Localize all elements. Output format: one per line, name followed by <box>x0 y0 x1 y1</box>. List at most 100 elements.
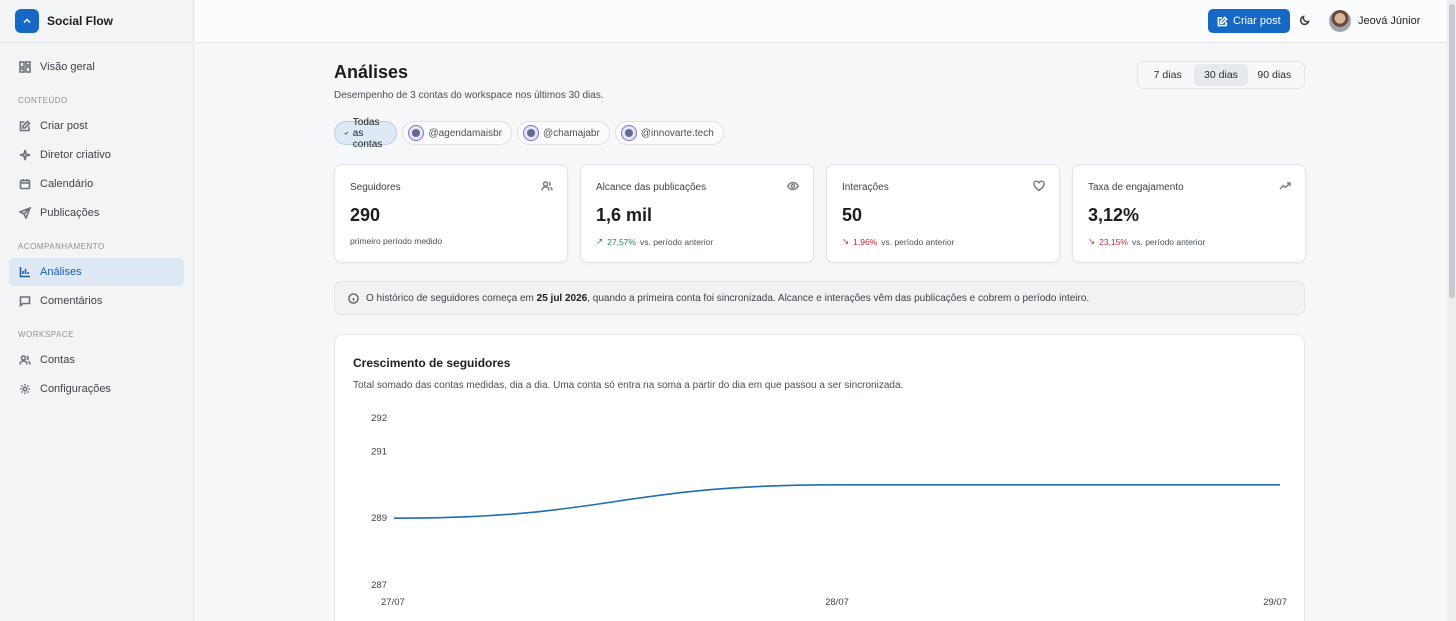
sidebar: Social Flow Visão geral CONTEÚDO Criar p… <box>0 0 194 621</box>
trend-up-arrow-icon: ↗ <box>596 236 604 246</box>
theme-toggle[interactable] <box>1299 13 1315 29</box>
sidebar-item-label: Diretor criativo <box>40 149 111 161</box>
trend-down-arrow-icon: ↘ <box>1088 236 1096 246</box>
metric-change: 23,15% <box>1099 236 1128 247</box>
metric-value: 3,12% <box>1088 205 1140 225</box>
metric-card-interacoes: Interações 50 ↘ 1,96% vs. período anteri… <box>826 164 1060 263</box>
scrollbar[interactable] <box>1447 0 1456 621</box>
users-icon <box>19 355 31 365</box>
metric-note-row: primeiro período medido <box>350 236 442 246</box>
series-line <box>393 483 1280 519</box>
metric-note-row: ↘ 1,96% vs. período anterior <box>842 236 954 247</box>
chart-title: Crescimento de seguidores <box>353 356 511 370</box>
chart-subtitle: Total somado das contas medidas, dia a d… <box>353 380 904 391</box>
metric-label: Interações <box>842 182 889 193</box>
users-icon <box>541 181 553 191</box>
metric-note: primeiro período medido <box>350 236 443 246</box>
filter-all-accounts[interactable]: Todas as contas <box>334 117 398 150</box>
followers-line-chart: 292 291 289 287 27/07 28/07 29/07 <box>371 413 1287 608</box>
range-30-dias[interactable]: 30 dias <box>1194 64 1248 86</box>
metric-change: 27,57% <box>607 236 636 247</box>
sidebar-item-label: Configurações <box>40 383 111 395</box>
create-post-button[interactable]: Criar post <box>1208 9 1290 33</box>
sidebar-item-label: Análises <box>40 266 82 278</box>
y-tick-label: 291 <box>371 446 387 457</box>
filter-chamajabr[interactable]: @chamajabr <box>516 121 610 145</box>
scrollbar-thumb[interactable] <box>1449 4 1455 298</box>
sidebar-item-analises[interactable]: Análises <box>9 258 184 286</box>
eye-icon <box>787 181 799 191</box>
user-menu[interactable]: Jeová Júnior <box>1329 10 1420 32</box>
metric-note-row: ↘ 23,15% vs. período anterior <box>1088 236 1205 247</box>
sidebar-section-title: ACOMPANHAMENTO <box>18 242 105 251</box>
bar-chart-icon <box>19 267 30 278</box>
info-icon <box>348 292 359 304</box>
sidebar-item-label: Visão geral <box>40 61 95 73</box>
sidebar-item-visao-geral[interactable]: Visão geral <box>9 53 184 81</box>
account-avatar <box>620 125 637 141</box>
metric-note-row: ↗ 27,57% vs. período anterior <box>596 236 713 247</box>
page-title: Análises <box>334 62 409 82</box>
trend-down-arrow-icon: ↘ <box>842 236 850 246</box>
x-tick-label: 29/07 <box>1263 597 1287 608</box>
y-tick-label: 289 <box>371 513 387 524</box>
metric-cards: Seguidores 290 primeiro período medido A… <box>334 164 1306 263</box>
calendar-icon <box>19 179 31 190</box>
sidebar-item-label: Criar post <box>40 120 88 132</box>
filter-label: @innovarte.tech <box>640 127 714 139</box>
metric-card-seguidores: Seguidores 290 primeiro período medido <box>334 164 568 263</box>
edit-icon <box>1217 15 1228 26</box>
info-date: 25 jul 2026 <box>536 292 588 304</box>
account-filters: Todas as contas @agendamaisbr @chamajabr… <box>334 117 724 150</box>
sidebar-item-configuracoes[interactable]: Configurações <box>9 375 184 403</box>
y-tick-label: 292 <box>371 413 387 424</box>
metric-label: Taxa de engajamento <box>1088 182 1184 193</box>
account-avatar <box>522 125 539 141</box>
metric-card-alcance: Alcance das publicações 1,6 mil ↗ 27,57%… <box>580 164 814 263</box>
page-subtitle: Desempenho de 3 contas do workspace nos … <box>334 90 604 101</box>
filter-label: @chamajabr <box>542 127 600 139</box>
metric-value: 1,6 mil <box>596 205 653 225</box>
info-text: O histórico de seguidores começa em 25 j… <box>366 293 1089 304</box>
edit-icon <box>19 120 31 132</box>
metric-note: vs. período anterior <box>639 236 714 247</box>
top-bar: Criar post Jeová Júnior <box>195 0 1456 43</box>
sidebar-item-label: Calendário <box>40 178 94 190</box>
sidebar-item-publicacoes[interactable]: Publicações <box>9 199 184 227</box>
trending-up-icon <box>1279 182 1291 190</box>
sidebar-item-label: Comentários <box>40 295 103 307</box>
x-tick-label: 27/07 <box>381 597 405 608</box>
info-banner: O histórico de seguidores começa em 25 j… <box>334 281 1305 315</box>
metric-note: vs. período anterior <box>1131 236 1206 247</box>
y-tick-label: 287 <box>371 580 387 591</box>
metric-note: vs. período anterior <box>881 236 955 247</box>
brand-header[interactable]: Social Flow <box>0 0 193 43</box>
info-text-after: , quando a primeira conta foi sincroniza… <box>587 292 1090 304</box>
sidebar-item-diretor-criativo[interactable]: Diretor criativo <box>9 141 184 169</box>
send-icon <box>19 207 31 219</box>
metric-label: Seguidores <box>350 182 401 193</box>
sidebar-nav: Visão geral CONTEÚDO Criar post Diretor … <box>0 43 193 414</box>
info-text-before: O histórico de seguidores começa em <box>366 292 537 304</box>
sidebar-item-criar-post[interactable]: Criar post <box>9 112 184 140</box>
date-range-selector: 7 dias 30 dias 90 dias <box>1137 61 1305 89</box>
range-90-dias[interactable]: 90 dias <box>1257 69 1292 81</box>
avatar <box>1329 10 1351 32</box>
filter-agendamaisbr[interactable]: @agendamaisbr <box>402 121 512 145</box>
range-7-dias[interactable]: 7 dias <box>1153 69 1182 81</box>
sidebar-item-comentarios[interactable]: Comentários <box>9 287 184 315</box>
sparkles-icon <box>19 149 31 161</box>
filter-label: Todas as contas <box>352 116 383 150</box>
dashboard-icon <box>19 61 31 73</box>
x-tick-label: 28/07 <box>825 597 849 608</box>
filter-innovarte-tech[interactable]: @innovarte.tech <box>614 121 724 145</box>
check-icon <box>344 131 349 135</box>
sidebar-item-label: Publicações <box>40 207 100 219</box>
followers-chart-card: Crescimento de seguidores Total somado d… <box>334 334 1305 621</box>
sidebar-item-contas[interactable]: Contas <box>9 346 184 374</box>
metric-change: 1,96% <box>853 236 878 247</box>
metric-label: Alcance das publicações <box>596 182 707 193</box>
metric-value: 290 <box>350 205 381 225</box>
metric-value: 50 <box>842 205 863 225</box>
sidebar-item-calendario[interactable]: Calendário <box>9 170 184 198</box>
